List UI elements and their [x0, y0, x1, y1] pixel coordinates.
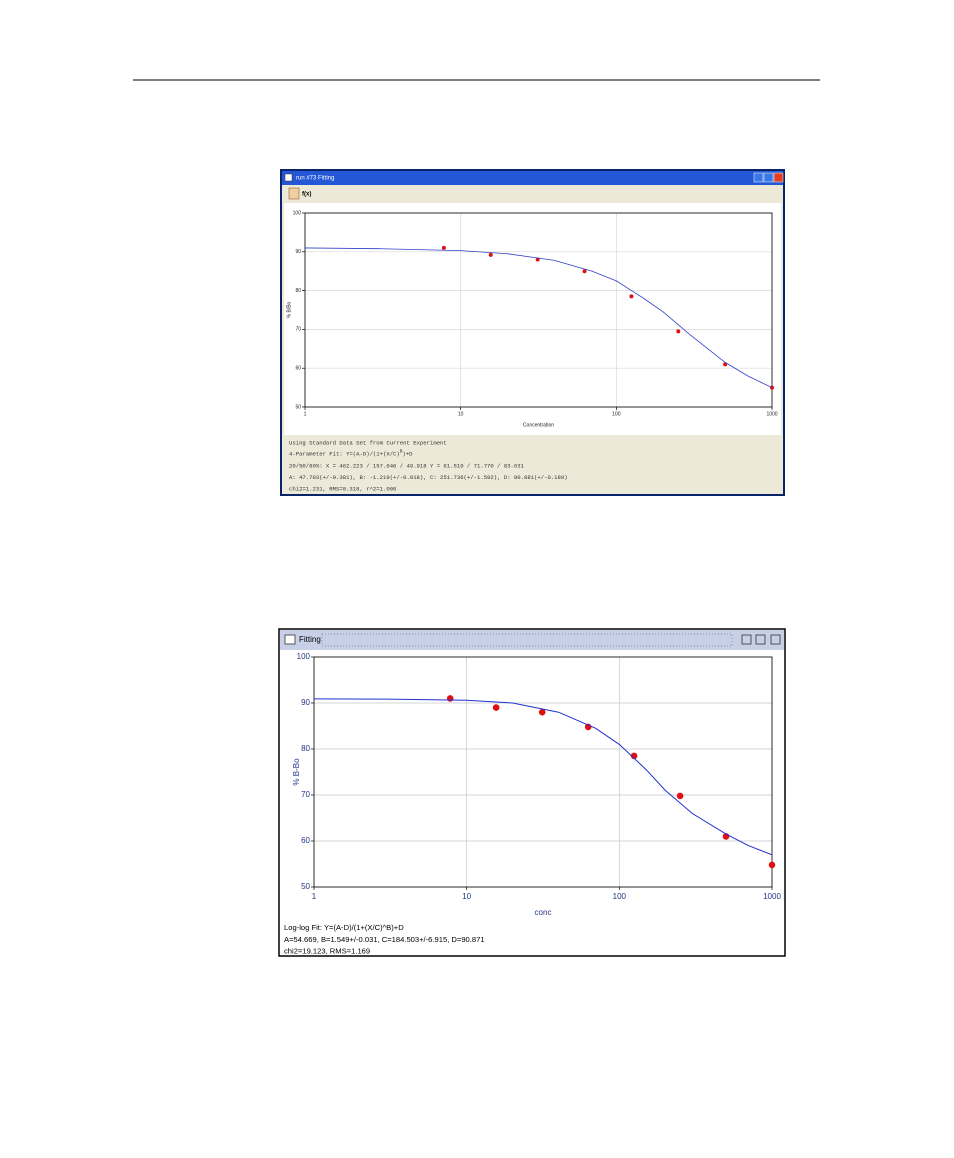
fit-curve: [304, 247, 773, 388]
window-title: run #73 Fitting: [296, 176, 334, 182]
x-axis-label: Concentration: [523, 422, 554, 428]
x-tick-label: 1: [304, 411, 307, 417]
maximize-button[interactable]: [763, 172, 774, 183]
x-tick-label: 10: [458, 411, 464, 417]
data-point: [492, 704, 500, 711]
window-icon: [284, 634, 296, 645]
fit-line-part: )+D: [402, 451, 413, 458]
toolbar-label[interactable]: f(x): [302, 192, 311, 198]
x-tick-label: 1: [312, 892, 317, 901]
window-icon: [284, 173, 293, 182]
fit-line: A: 47.703(+/-0.381), B: -1.219(+/-0.018)…: [289, 474, 568, 481]
data-point: [441, 245, 446, 250]
fit-line-part: 4-Parameter Fit: Y=(A-D)/(1+(X/C): [289, 451, 400, 458]
fit-text: Using Standard Data Set from Current Exp…: [289, 439, 568, 492]
plot-panel: [284, 203, 781, 435]
x-axis-label: conc: [535, 908, 552, 917]
data-point: [535, 257, 540, 262]
data-point: [768, 861, 776, 869]
close-button[interactable]: [773, 172, 784, 183]
fit-line-part: B: [400, 449, 403, 455]
plot-border: [313, 656, 773, 888]
x-tick-label: 1000: [766, 411, 777, 417]
undock-button[interactable]: [741, 634, 752, 645]
data-point: [629, 294, 634, 299]
y-axis-label: % B/Bo: [286, 301, 292, 318]
fit-line: chi2=19.123, RMS=1.169: [284, 947, 370, 956]
data-point: [630, 752, 638, 760]
fit-line: chi2=1.231, RMS=0.318, r^2=1.000: [289, 485, 397, 492]
close-button[interactable]: [770, 634, 781, 645]
y-axis-label: % B-Bo: [292, 758, 301, 786]
window-frame: [278, 628, 786, 957]
y-tick-label: 100: [293, 210, 302, 216]
y-tick-label: 80: [301, 744, 310, 753]
minimize-button[interactable]: [753, 172, 764, 183]
data-point: [488, 252, 493, 257]
y-tick-label: 50: [295, 404, 301, 410]
fit-line: A=54.669, B=1.549+/-0.031, C=184.503+/-6…: [284, 935, 485, 944]
fit-line: Log-log Fit: Y=(A-D)/(1+(X/C)^B)+D: [284, 923, 404, 932]
y-tick-label: 60: [301, 836, 310, 845]
y-tick-label: 100: [297, 652, 311, 661]
window-2: Fitting Log-log Fit: Y=(A-D)/(1+(X/C)^B)…: [278, 628, 786, 957]
title-bar: [282, 171, 783, 185]
fit-line: 4-Parameter Fit: Y=(A-D)/(1+(X/C)B)+D: [289, 449, 413, 458]
y-tick-label: 60: [295, 366, 301, 372]
data-point: [676, 329, 681, 334]
x-tick-label: 1000: [763, 892, 781, 901]
x-tick-label: 100: [613, 892, 627, 901]
fit-curve: [313, 698, 773, 856]
data-point: [676, 792, 684, 800]
y-tick-label: 80: [295, 288, 301, 294]
title-texture: [321, 633, 733, 647]
window-title: Fitting: [299, 635, 321, 644]
data-point: [538, 708, 546, 716]
data-point: [446, 695, 454, 702]
fit-line: Using Standard Data Set from Current Exp…: [289, 439, 447, 446]
y-tick-label: 90: [301, 698, 310, 707]
x-tick-label: 100: [612, 411, 621, 417]
y-tick-label: 70: [295, 327, 301, 333]
title-bar: [280, 630, 784, 650]
window-1: run #73 Fitting f(x) Using Standard Data…: [280, 169, 785, 496]
y-tick-label: 70: [301, 790, 310, 799]
fit-line: 20/50/80%: X = 462.223 / 157.646 / 49.91…: [289, 462, 525, 469]
plot-border: [304, 212, 773, 408]
y-tick-label: 50: [301, 882, 310, 891]
fx-icon[interactable]: [288, 187, 300, 200]
x-tick-label: 10: [462, 892, 471, 901]
data-point: [582, 269, 587, 274]
float-button[interactable]: [755, 634, 766, 645]
y-tick-label: 90: [295, 249, 301, 255]
fit-text: Log-log Fit: Y=(A-D)/(1+(X/C)^B)+D A=54.6…: [284, 923, 485, 956]
